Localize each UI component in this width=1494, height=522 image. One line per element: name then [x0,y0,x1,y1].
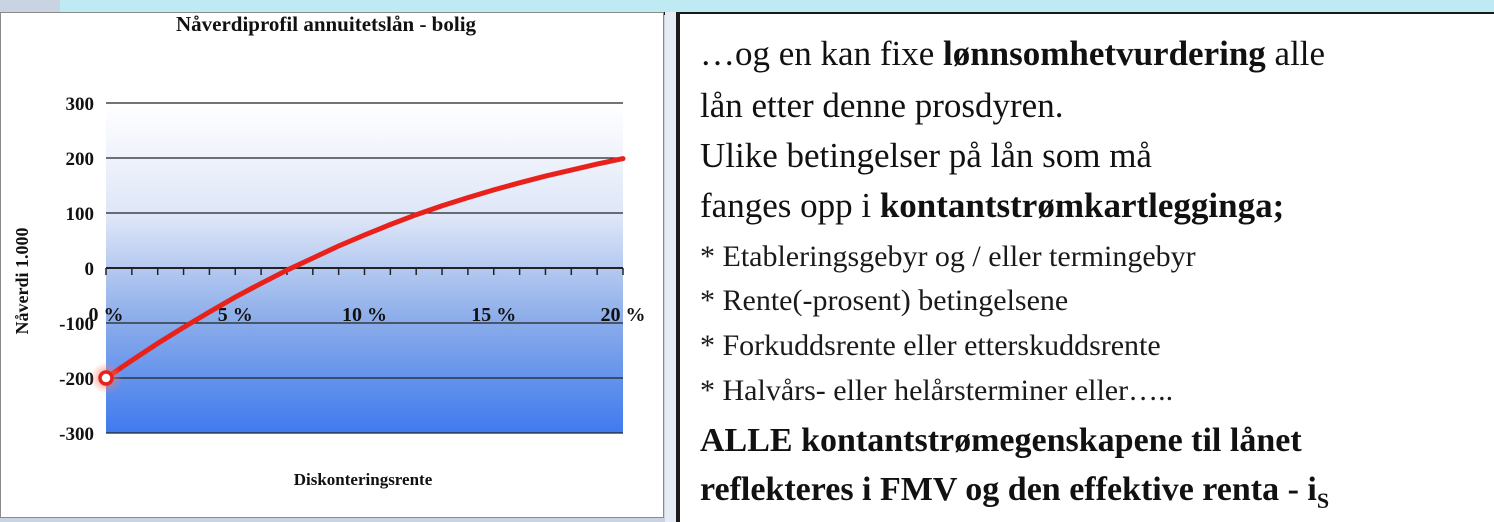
x-tick-label: 5 % [218,304,253,326]
text-line-4: fanges opp i kontantstrømkartlegginga; [700,186,1284,226]
npv-profile-chart: Nåverdiprofil annuitetslån - bolig 300 20… [12,12,646,489]
x-tick-label: 20 % [601,304,646,326]
conclusion-line-1: ALLE kontantstrømegenskapene til lånet [700,422,1302,459]
x-tick-label: 10 % [342,304,387,326]
text-panel: …og en kan fixe lønnsomhetvurdering alle… [676,14,1494,522]
text-line-1-bold: lønnsomhetvurdering [942,34,1266,73]
y-tick-label: -200 [59,369,94,390]
conclusion-subscript: S [1316,487,1330,513]
panel-divider [665,12,676,522]
x-tick-label: 0 % [89,304,124,326]
y-tick-label: -100 [59,314,94,335]
x-axis-label: Diskonteringsrente [294,470,433,489]
text-line-1: …og en kan fixe lønnsomhetvurdering alle [700,34,1325,74]
series-line-npv [103,156,626,381]
x-axis-tick-labels: 0 % 5 % 10 % 15 % 20 % [89,304,646,326]
bullet-item-4: * Halvårs- eller helårsterminer eller….. [700,374,1174,407]
text-line-2: lån etter denne prosdyren. [700,86,1064,125]
text-line-1-suffix: alle [1265,34,1326,73]
conclusion-line-2: reflekteres i FMV og den effektive renta… [700,471,1329,514]
x-axis [105,267,624,275]
y-axis-label: Nåverdi 1.000 [12,228,32,335]
text-line-1-prefix: …og en kan fixe [700,34,943,73]
y-tick-label: 100 [66,204,95,225]
text-line-4-prefix: fanges opp i [700,186,880,225]
x-tick-label: 15 % [471,304,516,326]
conclusion-line-2-text: reflekteres i FMV og den effektive renta… [700,471,1317,508]
y-tick-label: 0 [85,259,95,280]
chart-title: Nåverdiprofil annuitetslån - bolig [176,13,477,36]
bullet-item-2: * Rente(-prosent) betingelsene [700,284,1069,317]
highlight-point [90,362,122,394]
y-tick-label: 200 [66,149,95,170]
top-header-bar [60,0,1494,15]
text-line-3: Ulike betingelser på lån som må [700,136,1152,175]
bullet-item-3: * Forkuddsrente eller etterskuddsrente [700,329,1161,362]
chart-panel: Nåverdiprofil annuitetslån - bolig 300 20… [0,12,664,518]
text-line-4-bold: kontantstrømkartlegginga; [879,186,1285,225]
bullet-item-1: * Etableringsgebyr og / eller termingeby… [700,240,1196,273]
y-tick-label: -300 [59,424,94,445]
highlight-point-marker [98,370,114,386]
y-axis-ticks: 300 200 100 0 -100 -200 -300 [59,94,94,445]
y-tick-label: 300 [66,94,95,115]
